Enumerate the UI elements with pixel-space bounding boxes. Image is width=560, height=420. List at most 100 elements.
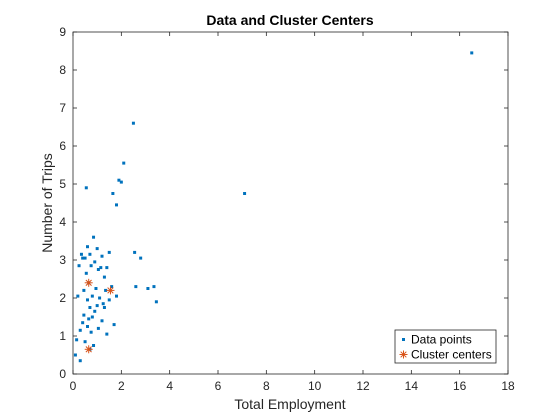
data-point [107,250,111,254]
data-point [92,344,96,347]
data-point [79,252,83,256]
y-tick-label: 4 [59,215,66,229]
y-tick-label: 6 [59,139,66,153]
y-tick-label: 3 [59,253,66,267]
data-point [88,252,92,256]
x-axis-label: Total Employment [234,396,345,412]
cluster-centers-layer [84,278,115,354]
data-point [133,250,137,254]
y-tick-label: 2 [59,291,66,305]
data-point [93,309,97,313]
data-point [93,260,97,264]
data-point [89,264,93,268]
data-point [82,288,86,292]
legend-entry-data-points: Data points [402,333,472,347]
data-point [81,256,85,260]
legend-entry-cluster-centers: Cluster centers [399,348,492,362]
data-point [107,298,111,302]
data-point [100,254,104,258]
data-point [86,245,89,249]
data-point [78,328,82,332]
data-point [152,285,156,289]
data-point [98,296,102,300]
data-point [102,275,106,279]
data-point [73,353,77,357]
data-point [90,294,94,298]
data-point [81,321,85,325]
legend: Data points Cluster centers [394,329,497,364]
data-point [83,340,87,344]
x-tick-label: 12 [356,379,370,393]
data-point [87,317,91,321]
data-point [86,298,89,302]
data-point [146,287,150,290]
x-tick-label: 10 [308,379,322,393]
data-point [119,180,123,184]
y-tick-label: 7 [59,101,66,115]
data-point [102,306,106,309]
plot-area [72,31,509,375]
data-point [96,268,100,271]
data-point [112,323,116,327]
data-point [76,294,80,298]
data-point [111,192,115,195]
data-point [89,330,93,334]
data-point [84,271,88,275]
legend-box [394,329,497,364]
data-point [131,121,135,125]
data-point [95,304,99,308]
data-point [82,313,86,317]
axis-ticks [72,31,509,375]
x-tick-label: 6 [215,379,222,393]
legend-marker-point [402,338,405,341]
data-point [110,285,114,289]
data-point [122,161,126,165]
data-point [134,285,138,289]
cluster-center-marker [84,278,93,287]
data-point [84,186,88,190]
data-point [154,300,158,304]
cluster-center-marker [84,345,93,354]
y-tick-label: 8 [59,63,66,77]
data-point [90,315,94,319]
data-point [115,294,118,298]
data-point [96,326,100,330]
y-tick-label: 0 [59,367,66,381]
x-tick-label: 0 [70,379,77,393]
data-point [117,178,121,182]
data-point [83,256,87,260]
y-axis-label: Number of Trips [39,153,55,253]
x-tick-label: 16 [453,379,467,393]
data-point [88,306,92,309]
data-point [101,302,105,306]
x-tick-label: 2 [118,379,125,393]
data-point [100,319,104,323]
data-point [78,359,82,363]
axes-box [72,31,509,375]
chart-title: Data and Cluster Centers [206,12,373,28]
x-axis-tick-labels: 0 2 4 6 8 10 12 14 16 18 [70,379,515,393]
data-point [92,235,96,239]
y-tick-label: 1 [59,329,66,343]
data-point [75,338,79,342]
y-tick-label: 5 [59,177,66,191]
x-tick-label: 8 [263,379,270,393]
legend-label-cluster-centers: Cluster centers [411,348,492,362]
data-point [104,288,108,292]
data-point [105,332,109,336]
data-point [115,203,118,207]
y-tick-label: 9 [59,25,66,39]
x-tick-label: 18 [501,379,515,393]
cluster-center-marker [106,286,115,295]
data-point [94,287,98,290]
data-point [470,51,474,55]
legend-asterisk [399,350,408,359]
data-point [95,247,99,251]
data-point [86,325,89,328]
data-point [77,264,81,268]
legend-marker-asterisk [399,350,408,359]
x-tick-label: 4 [166,379,173,393]
data-point [99,266,103,270]
legend-label-data-points: Data points [411,333,472,347]
